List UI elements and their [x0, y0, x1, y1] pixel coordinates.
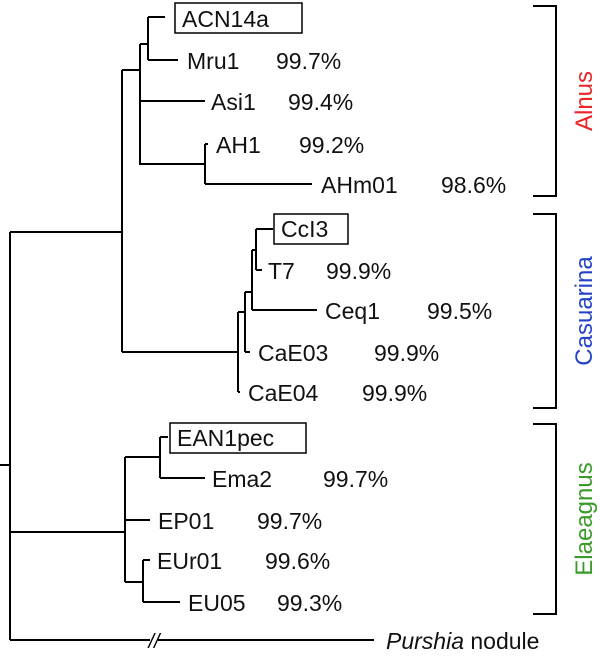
outgroup-suffix: nodule — [464, 628, 539, 654]
taxon-label: AHm01 — [321, 172, 398, 198]
identity-value: 99.7% — [276, 48, 341, 74]
ah-stem — [139, 101, 205, 165]
taxon-label: CaE04 — [248, 380, 319, 406]
taxon-label: ACN14a — [182, 6, 269, 32]
taxon-label: CcI3 — [281, 216, 328, 242]
identity-value: 99.6% — [265, 548, 330, 574]
taxon-label: EU05 — [188, 590, 246, 616]
identity-value: 99.7% — [323, 466, 388, 492]
taxon-label: CaE03 — [258, 340, 328, 366]
taxon-label: Ema2 — [212, 466, 272, 492]
cci3-box — [273, 213, 349, 245]
taxon-label: EAN1pec — [177, 425, 274, 451]
identity-value: 99.5% — [427, 298, 492, 324]
taxon-label: T7 — [268, 258, 295, 284]
taxon-label: Mru1 — [187, 48, 239, 74]
group-label-elaeagnus: Elaeagnus — [571, 462, 598, 575]
group-brackets — [533, 5, 557, 615]
identity-value: 99.2% — [299, 132, 364, 158]
taxon-label: Ceq1 — [325, 298, 380, 324]
acn14a-box — [174, 2, 303, 34]
outgroup-label: Purshia nodule — [386, 628, 539, 654]
identity-value: 99.3% — [277, 590, 342, 616]
identity-value: 99.4% — [288, 89, 353, 115]
identity-value: 98.6% — [441, 172, 506, 198]
outgroup-genus: Purshia — [386, 628, 464, 654]
taxon-label: AH1 — [216, 132, 261, 158]
ean1pec-box — [169, 422, 307, 454]
tree-branches — [0, 16, 374, 641]
casuarina-bracket — [533, 213, 557, 409]
branch-break-mark: // — [146, 631, 162, 653]
taxon-label: EP01 — [158, 508, 214, 534]
taxon-labels: ACN14a Mru1 99.7% Asi1 99.4% AH1 99.2% A… — [157, 6, 539, 654]
taxon-label: EUr01 — [157, 548, 222, 574]
identity-value: 99.9% — [374, 340, 439, 366]
identity-value: 99.9% — [362, 380, 427, 406]
group-label-alnus: Alnus — [571, 71, 598, 131]
identity-value: 99.7% — [257, 508, 322, 534]
alnus-bracket — [533, 5, 557, 197]
group-label-casuarina: Casuarina — [571, 256, 598, 366]
elaeagnus-bracket — [533, 423, 557, 615]
taxon-label: Asi1 — [211, 89, 256, 115]
identity-value: 99.9% — [326, 258, 391, 284]
